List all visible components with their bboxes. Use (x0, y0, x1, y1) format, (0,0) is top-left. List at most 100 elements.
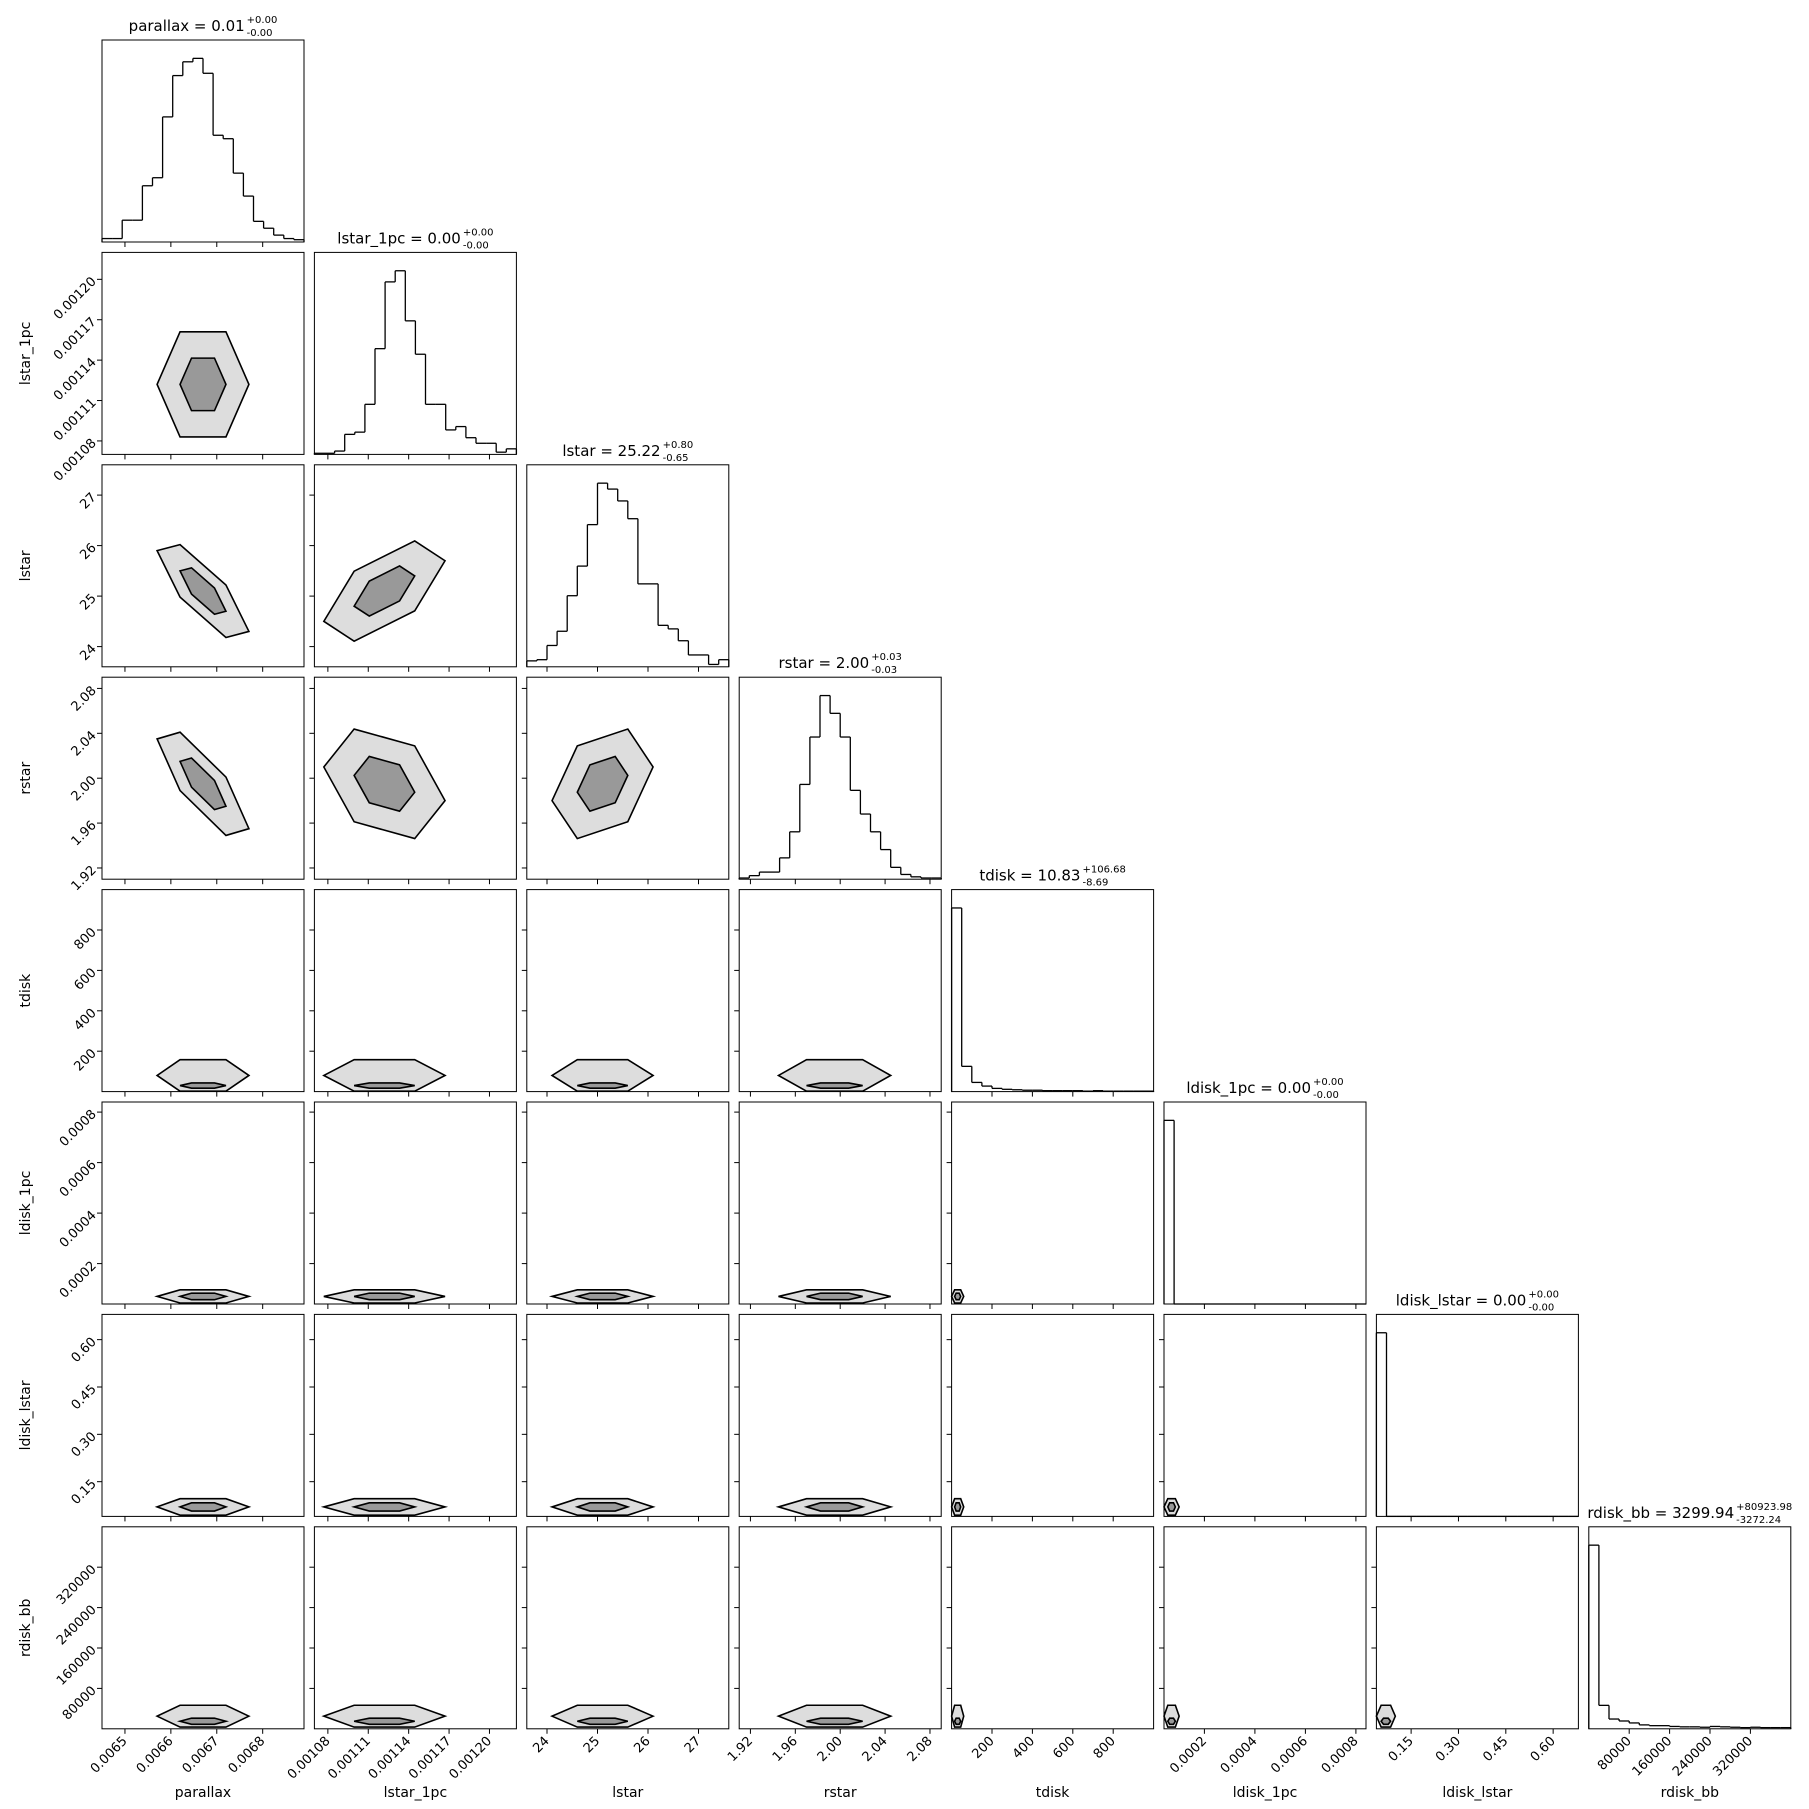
contour (178, 566, 228, 616)
panel-frame (101, 251, 305, 455)
contour (353, 565, 416, 618)
panel-frame (101, 1101, 305, 1305)
panel-title: tdisk = 10.83 (979, 867, 1080, 885)
panel-frame (738, 1101, 942, 1305)
y-axis-label: lstar (18, 550, 34, 581)
panel-frame (101, 1313, 305, 1517)
error-plus: +0.00 (1313, 1077, 1344, 1088)
x-axis-label: rdisk_bb (1661, 1785, 1720, 1801)
contour (806, 1717, 863, 1726)
panel-frame (101, 39, 305, 243)
panel-frame (101, 889, 305, 1093)
contour (803, 1502, 866, 1512)
panel-frame (526, 1526, 730, 1730)
panel-frame (313, 1313, 517, 1517)
y-axis-label: lstar_1pc (18, 322, 34, 386)
panel-frame (738, 1313, 942, 1517)
contour (953, 1502, 962, 1512)
y-axis-label: rstar (18, 762, 34, 795)
contour (177, 1502, 229, 1512)
panel-frame (526, 1313, 730, 1517)
panel-frame (526, 676, 730, 880)
y-axis-label: tdisk (18, 973, 34, 1008)
error-plus: +0.03 (871, 652, 902, 663)
panel-title: rdisk_bb = 3299.94 (1587, 1504, 1734, 1523)
error-plus: +0.00 (247, 15, 278, 26)
contour (179, 1082, 227, 1089)
contour (351, 1502, 418, 1512)
panel-title: ldisk_1pc = 0.00 (1186, 1079, 1311, 1098)
contour (178, 757, 228, 811)
error-minus: -8.69 (1082, 878, 1108, 889)
panel-frame (738, 676, 942, 880)
error-minus: -0.03 (871, 665, 897, 676)
contour (574, 1292, 631, 1301)
contour (179, 357, 227, 412)
panel-title: lstar_1pc = 0.00 (337, 229, 461, 248)
panel-frame (951, 1313, 1155, 1517)
panel-frame (951, 889, 1155, 1093)
contour (1166, 1717, 1177, 1726)
x-axis-label: parallax (175, 1785, 231, 1801)
contour (574, 1502, 631, 1512)
x-axis-label: rstar (824, 1785, 857, 1801)
error-plus: +0.80 (663, 440, 694, 451)
y-axis-label: rdisk_bb (18, 1598, 34, 1657)
contour (577, 1717, 628, 1726)
contour (1380, 1717, 1392, 1726)
error-plus: +0.00 (463, 227, 494, 238)
panel-frame (101, 464, 305, 668)
x-axis-label: ldisk_lstar (1442, 1785, 1512, 1801)
error-minus: -3272.24 (1736, 1515, 1781, 1526)
error-minus: -0.00 (1313, 1090, 1339, 1101)
panel-frame (313, 676, 517, 880)
contour (577, 1082, 628, 1089)
panel-frame (313, 1101, 517, 1305)
contour (576, 755, 629, 813)
contour (177, 1292, 229, 1301)
panel-title: rstar = 2.00 (779, 654, 870, 672)
error-minus: -0.00 (1528, 1302, 1554, 1313)
panel-frame (313, 251, 517, 455)
panel-frame (738, 889, 942, 1093)
panel-frame (313, 464, 517, 668)
contour (806, 1082, 863, 1089)
panel-frame (526, 464, 730, 668)
panel-frame (1375, 1313, 1579, 1517)
y-axis-label: ldisk_1pc (18, 1171, 34, 1236)
y-axis-label: ldisk_lstar (18, 1380, 34, 1450)
x-axis-label: lstar (612, 1785, 643, 1801)
contour (353, 755, 416, 813)
panel-frame (1375, 1526, 1579, 1730)
panel-frame (951, 1526, 1155, 1730)
error-plus: +0.00 (1528, 1289, 1559, 1300)
error-plus: +106.68 (1082, 865, 1125, 876)
panel-frame (313, 889, 517, 1093)
panel-title: lstar = 25.22 (562, 442, 660, 460)
panel-frame (1163, 1101, 1367, 1305)
panel-frame (526, 1101, 730, 1305)
panel-frame (1163, 1526, 1367, 1730)
panel-frame (101, 676, 305, 880)
error-minus: -0.00 (247, 28, 273, 39)
panel-frame (1163, 1313, 1367, 1517)
contour (176, 1717, 230, 1726)
error-plus: +80923.98 (1736, 1502, 1792, 1513)
contour (353, 1292, 415, 1301)
panel-title: parallax = 0.01 (129, 17, 245, 35)
panel-frame (526, 889, 730, 1093)
contour (1166, 1502, 1177, 1512)
contour (953, 1292, 962, 1301)
x-axis-label: tdisk (1036, 1785, 1071, 1801)
x-axis-label: lstar_1pc (384, 1785, 448, 1801)
x-axis-label: ldisk_1pc (1233, 1785, 1298, 1801)
contour (953, 1717, 962, 1726)
error-minus: -0.65 (663, 453, 689, 464)
panel-frame (738, 1526, 942, 1730)
panel-frame (101, 1526, 305, 1730)
contour (353, 1082, 415, 1089)
contour (806, 1292, 863, 1301)
panel-frame (1588, 1526, 1792, 1730)
error-minus: -0.00 (463, 240, 489, 251)
